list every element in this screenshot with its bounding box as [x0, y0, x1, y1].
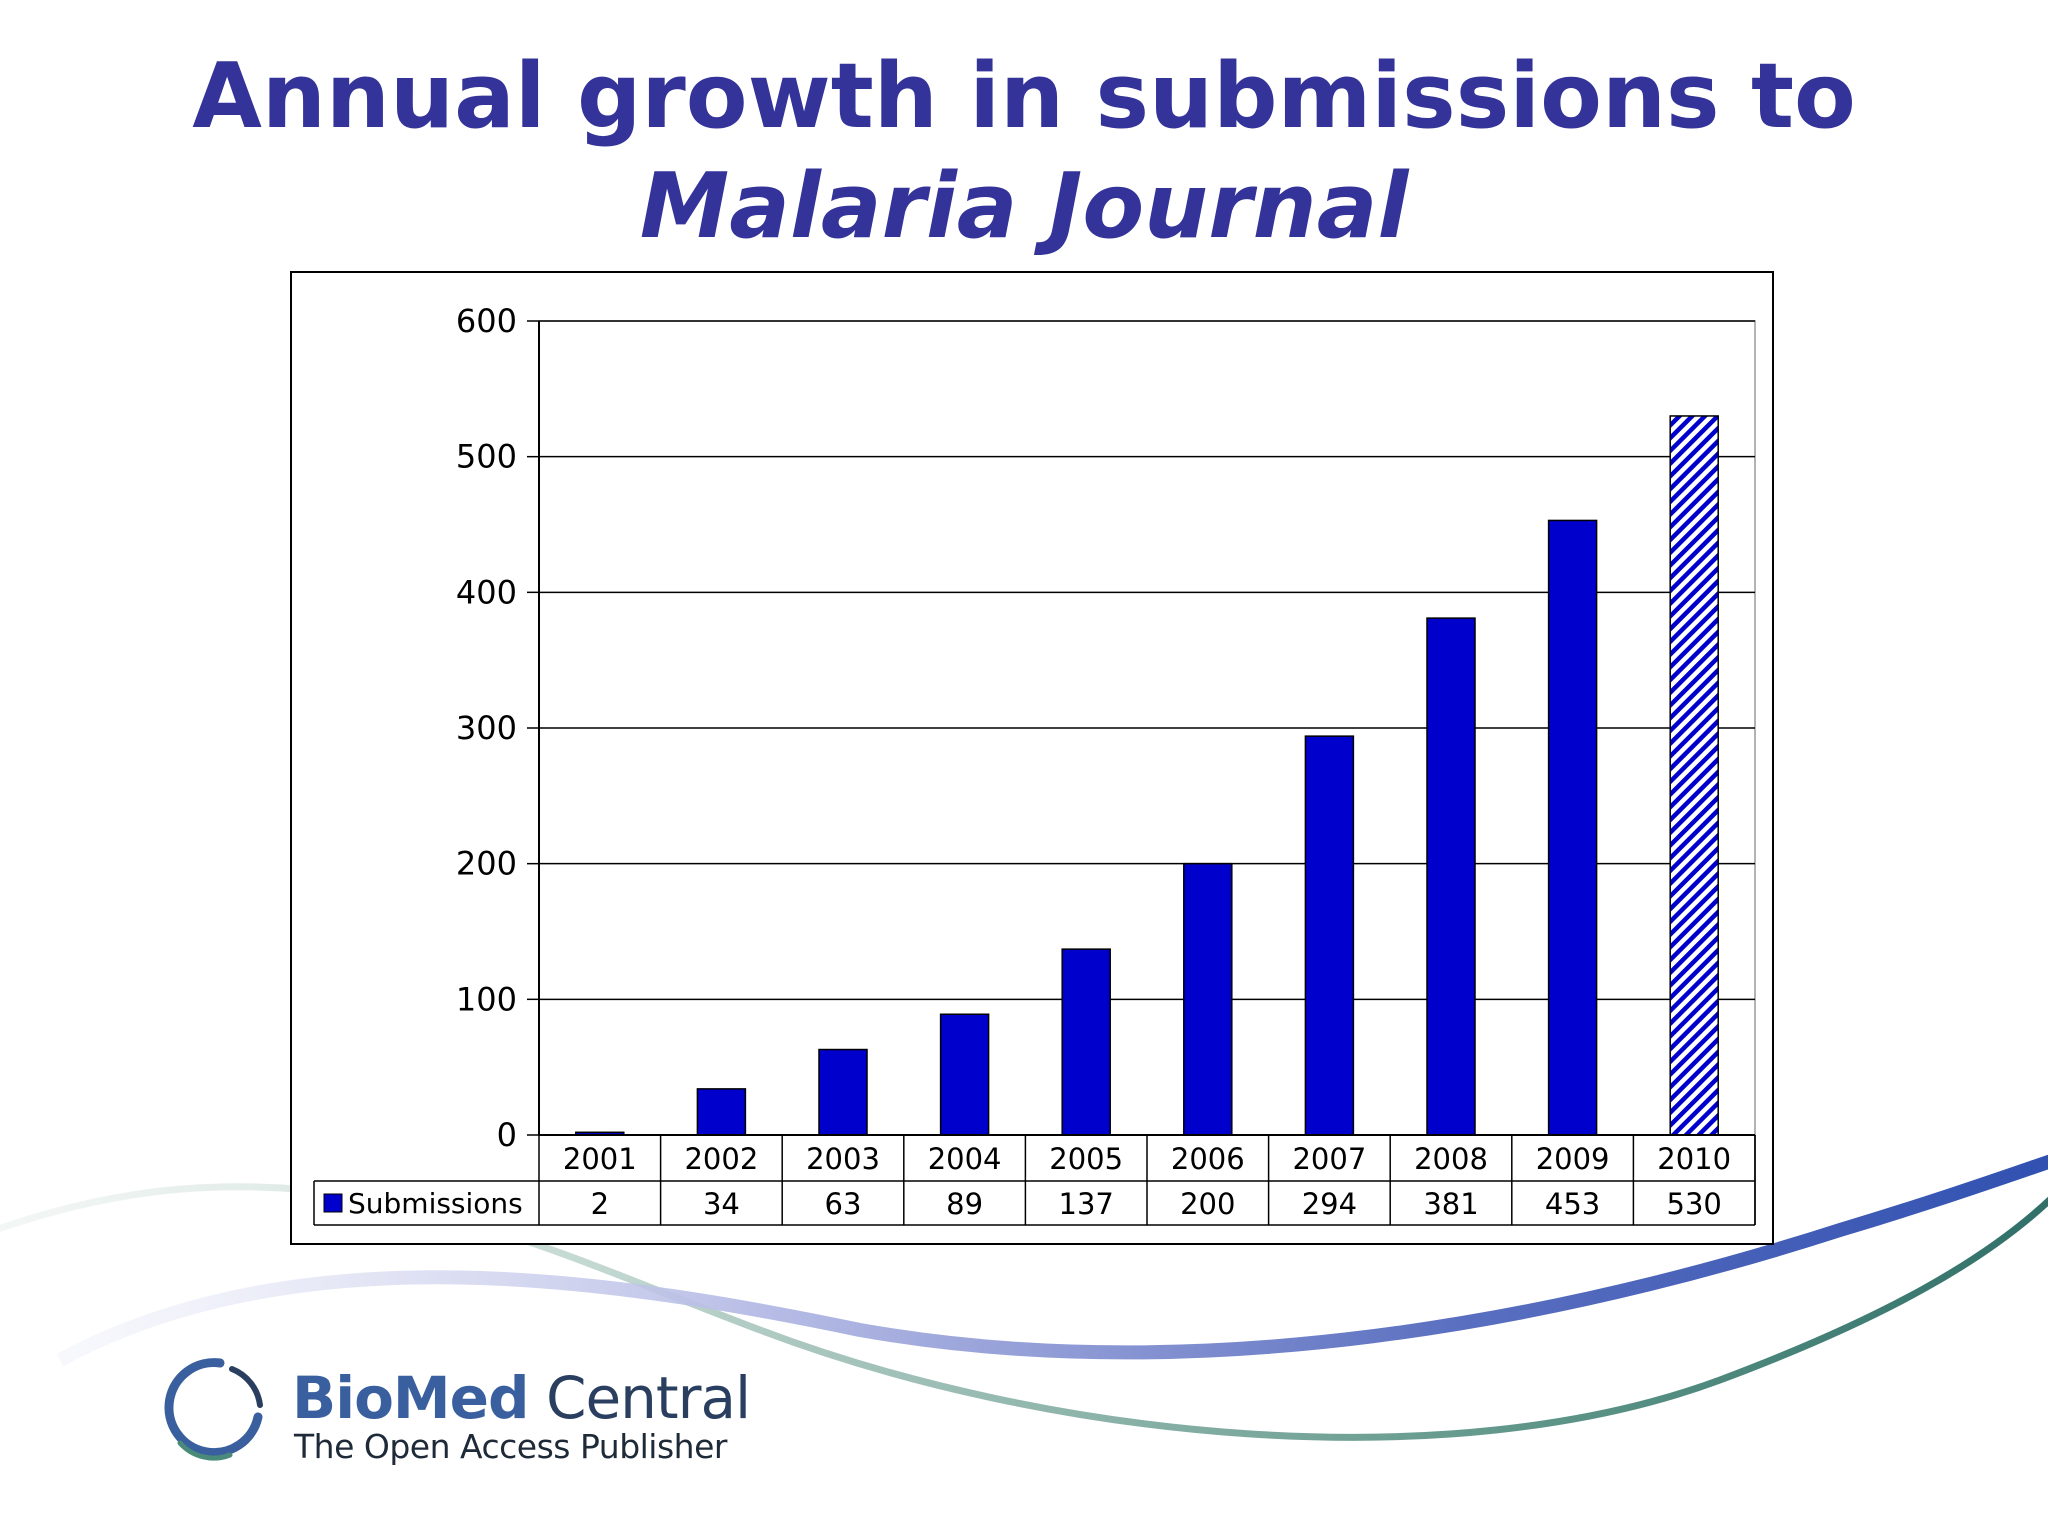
table-value-cell: 530 [1667, 1187, 1722, 1221]
x-category-label: 2001 [563, 1142, 637, 1176]
x-category-label: 2010 [1657, 1142, 1731, 1176]
title-line-2: Malaria Journal [639, 154, 1409, 259]
x-category-label: 2009 [1536, 1142, 1610, 1176]
bar-2005 [1061, 948, 1111, 1136]
bar-2010 [1669, 415, 1719, 1136]
bar-2002 [696, 1088, 747, 1136]
bar-2003 [818, 1048, 868, 1136]
y-tick-label: 100 [456, 980, 517, 1018]
x-category-label: 2003 [806, 1142, 880, 1176]
chart-frame: 0 100 200 300 400 500 600 2001 2 2002 34 2003 63 200… [290, 271, 1774, 1245]
table-value-cell: 453 [1545, 1187, 1600, 1221]
x-category-label: 2005 [1049, 1142, 1123, 1176]
x-category-label: 2006 [1171, 1142, 1245, 1176]
y-axis-ticks: 0 100 200 300 400 500 600 [456, 302, 539, 1154]
y-tick-label: 300 [456, 709, 517, 747]
bar-2004 [939, 1013, 990, 1136]
table-value-cell: 34 [703, 1187, 740, 1221]
x-category-label: 2004 [928, 1142, 1002, 1176]
logo-brand-central: Central [528, 1364, 751, 1432]
table-value-cell: 381 [1423, 1187, 1478, 1221]
table-value-cell: 63 [825, 1187, 862, 1221]
x-category-label: 2008 [1414, 1142, 1488, 1176]
legend-series-label: Submissions [348, 1187, 523, 1220]
x-category-label: 2002 [684, 1142, 758, 1176]
table-value-cell: 294 [1302, 1187, 1357, 1221]
bar-2008 [1426, 617, 1476, 1136]
table-value-cell: 2 [591, 1187, 609, 1221]
bar-2007 [1304, 735, 1355, 1136]
table-value-cell: 89 [946, 1187, 983, 1221]
y-tick-label: 500 [456, 438, 517, 476]
blue-swoosh [56, 1154, 2048, 1367]
title-line-1: Annual growth in submissions to [192, 44, 1856, 149]
slide-title: Annual growth in submissions to Malaria … [0, 42, 2048, 262]
table-value-cell: 137 [1059, 1187, 1114, 1221]
logo-brand-bio: BioMed [292, 1364, 530, 1432]
data-table: 2001 2 2002 34 2003 63 2004 89 2005 137 2006 200 200… [313, 1135, 1756, 1226]
y-tick-label: 0 [497, 1116, 517, 1154]
biomed-ring-logo-icon [164, 1358, 263, 1461]
x-category-label: 2007 [1292, 1142, 1366, 1176]
y-tick-label: 200 [456, 845, 517, 883]
biomed-central-logo: BioMed Central [292, 1358, 751, 1438]
table-value-cell: 200 [1180, 1187, 1235, 1221]
bar-2009 [1547, 519, 1598, 1136]
bars [575, 415, 1719, 1136]
y-tick-label: 600 [456, 302, 517, 340]
y-tick-label: 400 [456, 573, 517, 611]
bar-2006 [1183, 862, 1233, 1136]
logo-tagline: The Open Access Publisher [294, 1427, 727, 1466]
legend-swatch [323, 1193, 343, 1213]
